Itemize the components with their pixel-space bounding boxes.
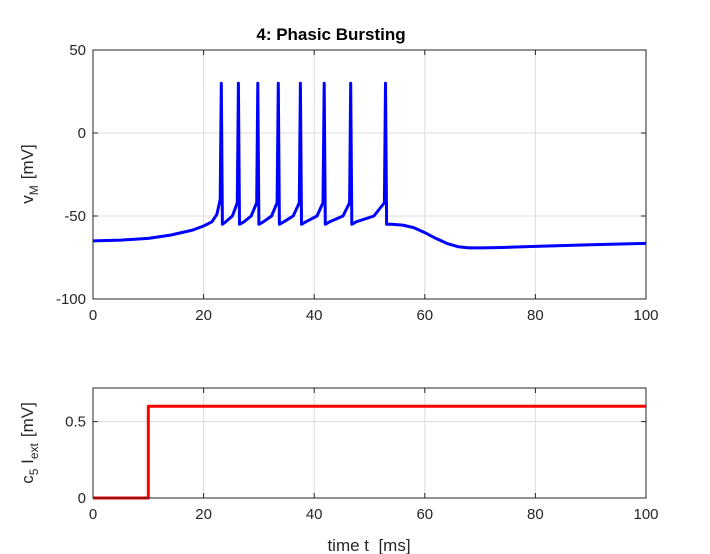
current-y-label-i: I <box>18 459 37 468</box>
current-x-tick-label: 60 <box>416 506 433 523</box>
current-plot-area <box>93 404 646 500</box>
current-y-ticks: 00.5 <box>65 414 646 507</box>
voltage-x-tick-label: 0 <box>89 307 97 324</box>
current-x-tick-label: 20 <box>195 506 212 523</box>
current-x-tick-label: 80 <box>527 506 544 523</box>
current-y-tick-label: 0 <box>78 490 86 507</box>
voltage-y-tick-label: 50 <box>69 42 86 59</box>
voltage-plot-area <box>92 81 647 250</box>
current-y-label-unit: [mV] <box>18 402 37 437</box>
chart-title: 4: Phasic Bursting <box>256 25 405 44</box>
current-axes: 0 20 40 60 80 100 00.5 c5 Iext[mV] time t [ms… <box>18 387 659 554</box>
current-x-tick-label: 40 <box>306 506 323 523</box>
current-y-label-sub2: ext <box>27 442 41 459</box>
current-series-line-0 <box>93 404 646 500</box>
voltage-x-tick-label: 20 <box>195 307 212 324</box>
voltage-y-tick-label: -50 <box>64 208 86 225</box>
voltage-x-tick-label: 100 <box>633 307 658 324</box>
voltage-x-tick-label: 60 <box>416 307 433 324</box>
voltage-y-label-main: v <box>18 195 37 204</box>
voltage-series-line-0 <box>92 81 647 250</box>
current-x-tick-label: 100 <box>633 506 658 523</box>
voltage-y-label: vM [mV] <box>18 144 41 203</box>
voltage-axes-box <box>92 49 647 300</box>
current-x-ticks: 0 20 40 60 80 100 <box>89 388 659 523</box>
current-grid <box>92 388 647 499</box>
current-y-label-c: c <box>18 475 37 484</box>
voltage-grid <box>92 49 647 300</box>
voltage-y-label-unit: [mV] <box>18 144 37 179</box>
current-axes-box <box>92 387 647 499</box>
voltage-x-ticks: 0 20 40 60 80 100 <box>89 50 659 324</box>
voltage-y-tick-label: -100 <box>56 291 86 308</box>
voltage-y-ticks: -100 -50 0 50 <box>56 42 646 308</box>
voltage-y-tick-label: 0 <box>78 125 86 142</box>
current-y-label-sub1: 5 <box>27 468 41 475</box>
voltage-axes: 0 20 40 60 80 100 -100 -50 0 50 4: Phasic Bursti… <box>18 25 659 324</box>
voltage-y-label-sub: M <box>27 185 41 195</box>
current-y-tick-label: 0.5 <box>65 414 86 431</box>
current-y-label: c5 Iext [mV] <box>18 402 41 484</box>
voltage-x-tick-label: 40 <box>306 307 323 324</box>
voltage-x-tick-label: 80 <box>527 307 544 324</box>
current-x-tick-label: 0 <box>89 506 97 523</box>
x-axis-label: time t [ms] <box>327 536 410 554</box>
